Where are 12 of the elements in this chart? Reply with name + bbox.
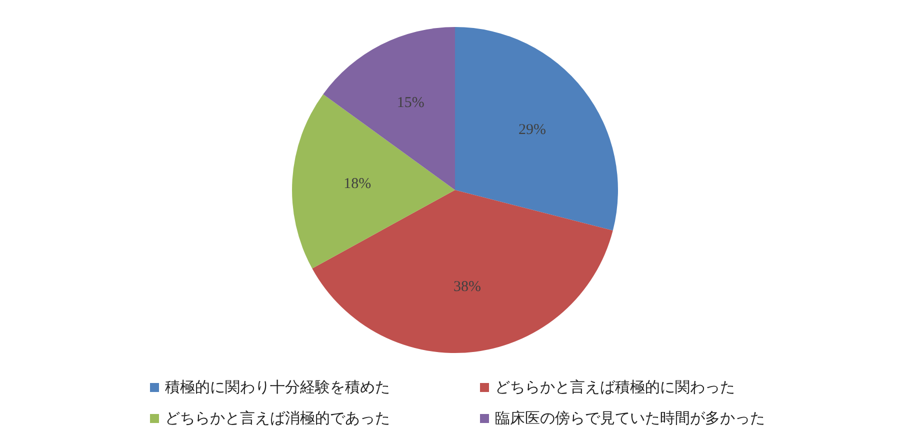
pie-slice [455, 27, 618, 231]
legend-label: どちらかと言えば積極的に関わった [495, 378, 735, 397]
pie-slice [292, 94, 455, 269]
data-label: 15% [396, 94, 424, 111]
legend-label: 臨床医の傍らで見ていた時間が多かった [495, 409, 765, 428]
data-label: 29% [518, 122, 546, 138]
pie-slice [323, 27, 455, 190]
legend-label: 積極的に関わり十分経験を積めた [165, 378, 390, 397]
data-label: 18% [344, 176, 372, 192]
pie-slice [312, 190, 613, 353]
legend-label: どちらかと言えば消極的であった [165, 409, 390, 428]
data-label: 38% [454, 279, 482, 296]
